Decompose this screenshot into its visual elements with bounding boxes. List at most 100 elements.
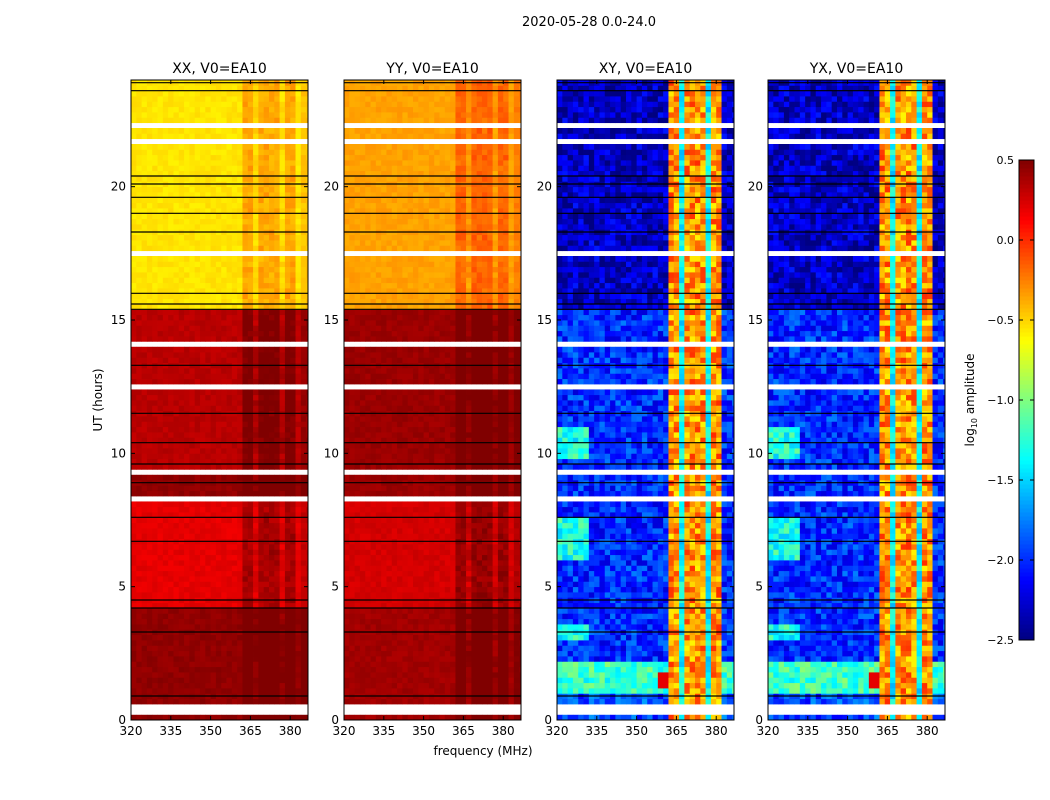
heatmap-cell (455, 560, 462, 566)
heatmap-cell (434, 544, 440, 550)
heatmap-cell (274, 218, 281, 225)
heatmap-cell (205, 714, 212, 721)
heatmap-cell (189, 432, 196, 438)
heatmap-cell (300, 240, 307, 246)
heatmap-cell (306, 128, 309, 134)
heatmap-cell (157, 533, 164, 540)
heatmap-cell (481, 714, 488, 721)
heatmap-cell (178, 261, 185, 268)
heatmap-cell (306, 144, 309, 150)
heatmap-cell (152, 208, 158, 214)
heatmap-cell (178, 592, 185, 598)
heatmap-cell (194, 144, 201, 150)
heatmap-cell (455, 650, 462, 657)
heatmap-cell (519, 698, 522, 705)
heatmap-cell (199, 528, 206, 534)
heatmap-cell (508, 549, 515, 556)
heatmap-cell (268, 186, 275, 193)
heatmap-cell (279, 389, 286, 396)
heatmap-cell (402, 544, 409, 550)
heatmap-cell (381, 581, 387, 588)
heatmap-cell (237, 576, 243, 582)
heatmap-cell (444, 645, 451, 652)
heatmap-cell (439, 576, 446, 582)
heatmap-cell (242, 522, 249, 529)
heatmap-cell (471, 608, 478, 614)
heatmap-cell (290, 677, 296, 684)
heatmap-cell (375, 581, 382, 588)
heatmap-cell (295, 506, 302, 513)
heatmap-cell (274, 432, 281, 438)
heatmap-cell (205, 373, 212, 380)
heatmap-cell (205, 144, 212, 150)
heatmap-cell (162, 272, 169, 278)
heatmap-cell (375, 677, 382, 684)
heatmap-cell (215, 464, 222, 470)
heatmap-cell (146, 117, 153, 124)
heatmap-cell (300, 85, 307, 92)
heatmap-cell (295, 405, 302, 412)
heatmap-cell (508, 613, 515, 620)
heatmap-cell (141, 336, 148, 342)
heatmap-cell (263, 149, 270, 156)
heatmap-cell (460, 677, 467, 684)
heatmap-cell (215, 346, 222, 353)
heatmap-cell (226, 394, 233, 401)
heatmap-cell (231, 256, 238, 262)
heatmap-cell (141, 160, 148, 166)
heatmap-cell (157, 282, 164, 289)
heatmap-cell (519, 672, 522, 678)
heatmap-cell (508, 565, 515, 572)
heatmap-cell (162, 202, 169, 209)
heatmap-cell (263, 506, 270, 513)
heatmap-cell (221, 533, 227, 540)
heatmap-cell (487, 688, 494, 694)
heatmap-cell (455, 634, 462, 641)
heatmap-cell (263, 517, 270, 524)
heatmap-cell (178, 144, 185, 150)
heatmap-cell (194, 288, 201, 294)
heatmap-cell (381, 677, 387, 684)
heatmap-cell (168, 154, 174, 161)
heatmap-cell (450, 586, 456, 593)
heatmap-cell (284, 634, 291, 641)
heatmap-cell (365, 602, 371, 609)
heatmap-cell (295, 656, 302, 662)
heatmap-cell (344, 608, 350, 614)
heatmap-cell (263, 192, 270, 198)
heatmap-cell (258, 298, 265, 305)
heatmap-cell (178, 352, 185, 358)
heatmap-cell (237, 346, 243, 353)
heatmap-cell (231, 650, 238, 657)
heatmap-cell (131, 512, 137, 518)
heatmap-cell (513, 592, 520, 598)
heatmap-cell (131, 277, 137, 284)
heatmap-cell (471, 661, 478, 668)
heatmap-cell (444, 613, 451, 620)
heatmap-cell (189, 240, 196, 246)
heatmap-cell (215, 714, 222, 721)
heatmap-cell (476, 688, 483, 694)
heatmap-cell (146, 688, 153, 694)
heatmap-cell (290, 282, 296, 289)
heatmap-cell (359, 554, 366, 561)
heatmap-cell (237, 570, 243, 577)
heatmap-cell (450, 634, 456, 641)
heatmap-cell (146, 421, 153, 428)
heatmap-cell (247, 154, 254, 161)
heatmap-cell (284, 186, 291, 193)
heatmap-cell (152, 256, 158, 262)
heatmap-cell (295, 304, 302, 310)
heatmap-cell (221, 245, 227, 252)
heatmap-cell (231, 464, 238, 470)
heatmap-cell (279, 426, 286, 433)
heatmap-cell (184, 677, 190, 684)
heatmap-cell (237, 272, 243, 278)
heatmap-cell (300, 618, 307, 625)
heatmap-cell (221, 576, 227, 582)
heatmap-cell (247, 304, 254, 310)
heatmap-cell (162, 208, 169, 214)
heatmap-cell (279, 368, 286, 374)
heatmap-cell (418, 666, 425, 673)
heatmap-cell (300, 261, 307, 268)
